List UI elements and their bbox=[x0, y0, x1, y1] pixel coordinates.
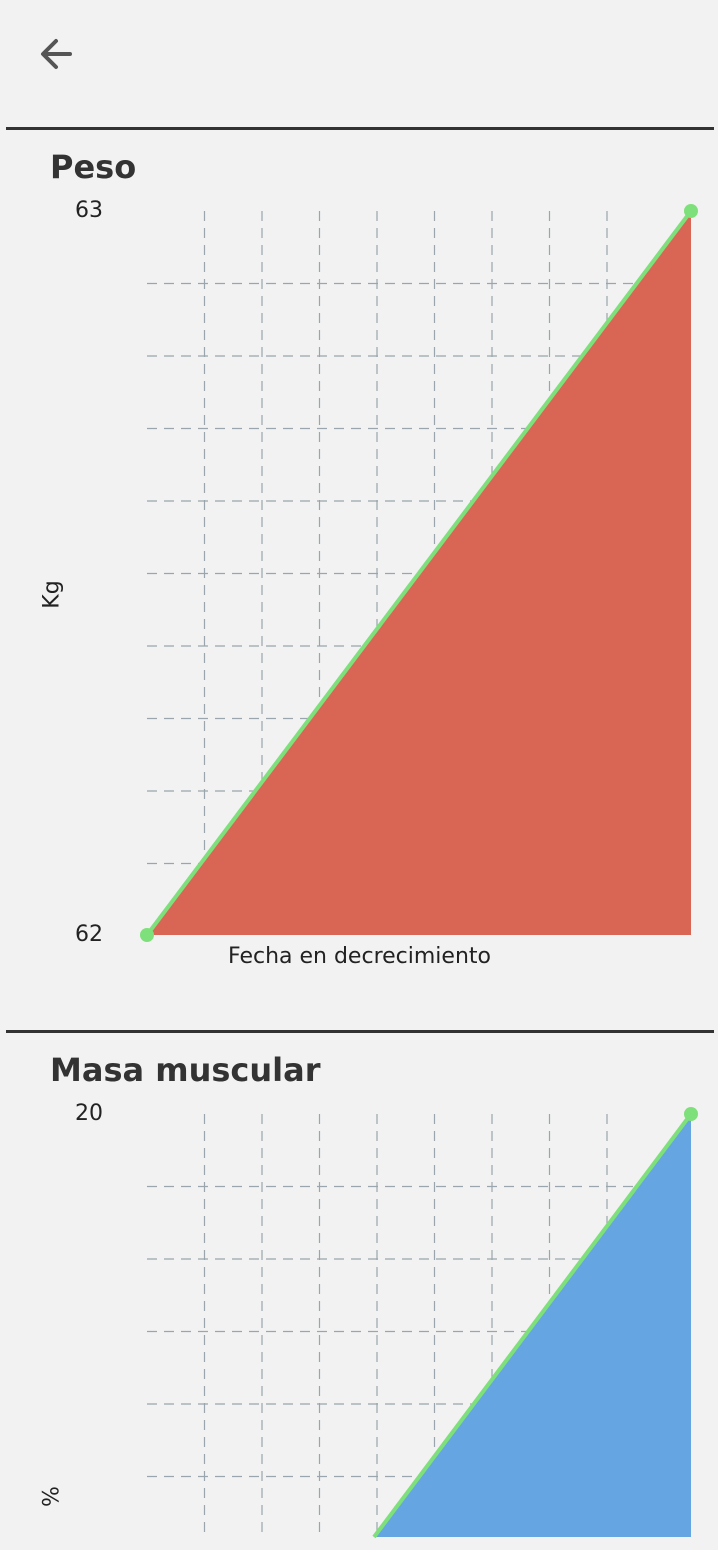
chart-title-peso: Peso bbox=[50, 148, 137, 186]
y-tick-min: 62 bbox=[75, 922, 103, 947]
series-line bbox=[145, 209, 693, 937]
data-point bbox=[684, 1107, 698, 1121]
section-divider bbox=[6, 127, 714, 130]
peso-chart bbox=[140, 204, 698, 942]
y-tick-max: 63 bbox=[75, 198, 103, 223]
arrow-left-icon bbox=[41, 39, 72, 69]
section-divider bbox=[6, 1030, 714, 1033]
chart-title-masa-muscular: Masa muscular bbox=[50, 1051, 321, 1089]
data-point bbox=[140, 928, 154, 942]
y-tick-max: 20 bbox=[75, 1101, 103, 1126]
series-line bbox=[372, 1112, 693, 1539]
data-point bbox=[684, 204, 698, 218]
top-bar bbox=[0, 0, 718, 128]
x-axis-label: Fecha en decrecimiento bbox=[228, 944, 491, 969]
back-button[interactable] bbox=[28, 26, 84, 82]
